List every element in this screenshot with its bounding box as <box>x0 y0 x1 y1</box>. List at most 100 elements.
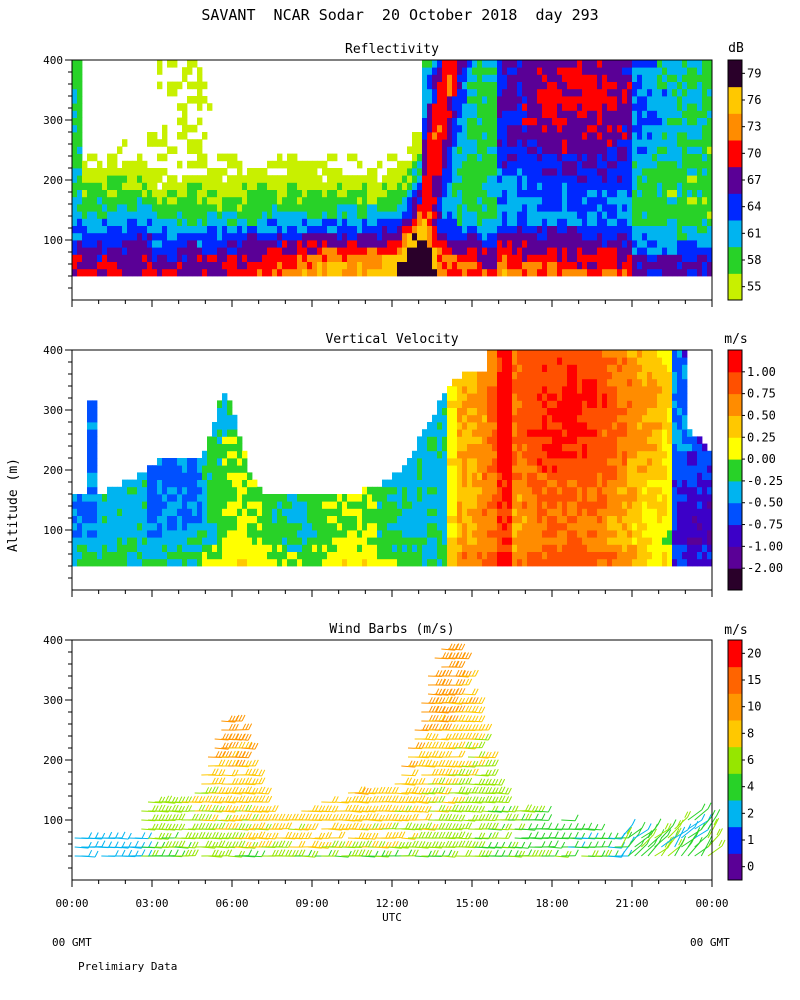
reflectivity-cell <box>682 232 688 241</box>
velocity-cell <box>507 522 513 531</box>
reflectivity-cell <box>662 132 668 140</box>
velocity-cell <box>142 522 148 531</box>
velocity-cell <box>202 465 208 473</box>
reflectivity-cell <box>657 225 663 234</box>
reflectivity-cell <box>402 160 408 169</box>
reflectivity-cell <box>477 96 483 104</box>
velocity-cell <box>532 551 538 560</box>
reflectivity-cell <box>317 247 323 255</box>
velocity-cell <box>212 450 218 459</box>
velocity-cell <box>422 494 428 502</box>
velocity-cell <box>337 515 343 524</box>
velocity-cell <box>327 544 333 552</box>
velocity-cell <box>547 501 553 509</box>
reflectivity-cell <box>607 117 613 126</box>
reflectivity-cell <box>572 247 578 255</box>
reflectivity-cell <box>527 67 533 75</box>
reflectivity-cell <box>317 225 323 234</box>
reflectivity-cell <box>427 254 433 262</box>
velocity-cell <box>342 522 348 531</box>
reflectivity-cell <box>232 247 238 255</box>
velocity-cell <box>582 429 588 437</box>
reflectivity-cell <box>137 247 143 255</box>
reflectivity-cell <box>307 182 313 190</box>
velocity-cell <box>92 407 98 416</box>
reflectivity-cell <box>287 232 293 241</box>
reflectivity-cell <box>657 124 663 133</box>
reflectivity-cell <box>692 218 698 226</box>
velocity-cell <box>527 364 533 372</box>
velocity-cell <box>157 486 163 495</box>
velocity-cell <box>462 378 468 387</box>
reflectivity-cell <box>167 225 173 234</box>
reflectivity-cell <box>652 189 658 198</box>
velocity-cell <box>537 436 543 444</box>
reflectivity-cell <box>232 232 238 241</box>
reflectivity-cell <box>322 247 328 255</box>
reflectivity-cell <box>577 81 583 90</box>
velocity-cell <box>507 465 513 473</box>
reflectivity-cell <box>422 96 428 104</box>
velocity-cell <box>487 436 493 444</box>
reflectivity-cell <box>617 204 623 212</box>
reflectivity-cell <box>382 189 388 198</box>
velocity-cell <box>82 530 88 538</box>
velocity-cell <box>487 537 493 545</box>
velocity-cell <box>577 494 583 502</box>
velocity-cell <box>517 450 523 459</box>
reflectivity-cell <box>452 225 458 234</box>
reflectivity-cell <box>362 261 368 270</box>
velocity-cell <box>597 443 603 452</box>
reflectivity-cell <box>82 225 88 234</box>
reflectivity-cell <box>77 132 83 140</box>
reflectivity-cell <box>547 175 553 183</box>
reflectivity-cell <box>187 139 193 147</box>
velocity-cell <box>557 479 563 488</box>
reflectivity-cell <box>677 268 683 277</box>
reflectivity-cell <box>442 146 448 154</box>
reflectivity-cell <box>387 175 393 183</box>
velocity-cell <box>217 458 223 466</box>
reflectivity-cell <box>387 240 393 248</box>
velocity-cell <box>412 530 418 538</box>
velocity-cell <box>492 400 498 408</box>
velocity-cell <box>277 551 283 560</box>
velocity-cell <box>112 544 118 552</box>
reflectivity-cell <box>212 225 218 234</box>
reflectivity-cell <box>422 225 428 234</box>
velocity-cell <box>402 515 408 524</box>
reflectivity-cell <box>277 204 283 212</box>
velocity-cell <box>577 393 583 401</box>
velocity-cell <box>512 364 518 372</box>
velocity-cell <box>237 472 243 480</box>
velocity-cell <box>457 429 463 437</box>
reflectivity-cell <box>297 218 303 226</box>
reflectivity-cell <box>232 182 238 190</box>
reflectivity-cell <box>677 182 683 190</box>
velocity-cell <box>407 544 413 552</box>
reflectivity-cell <box>147 218 153 226</box>
reflectivity-cell <box>502 168 508 176</box>
reflectivity-cell <box>497 96 503 104</box>
reflectivity-cell <box>402 211 408 219</box>
reflectivity-cell <box>197 175 203 183</box>
velocity-cell <box>602 508 608 516</box>
reflectivity-cell <box>397 254 403 262</box>
reflectivity-cell <box>287 268 293 277</box>
velocity-cell <box>92 450 98 459</box>
velocity-cell <box>192 558 198 567</box>
reflectivity-cell <box>192 139 198 147</box>
velocity-cell <box>92 522 98 531</box>
reflectivity-cell <box>567 96 573 104</box>
reflectivity-cell <box>502 160 508 169</box>
reflectivity-cell <box>542 247 548 255</box>
reflectivity-cell <box>127 240 133 248</box>
reflectivity-cell <box>572 103 578 111</box>
reflectivity-cell <box>512 196 518 205</box>
reflectivity-cell <box>702 160 708 169</box>
velocity-cell <box>572 501 578 509</box>
reflectivity-cell <box>237 196 243 205</box>
velocity-cell <box>222 558 228 567</box>
reflectivity-cell <box>322 189 328 198</box>
